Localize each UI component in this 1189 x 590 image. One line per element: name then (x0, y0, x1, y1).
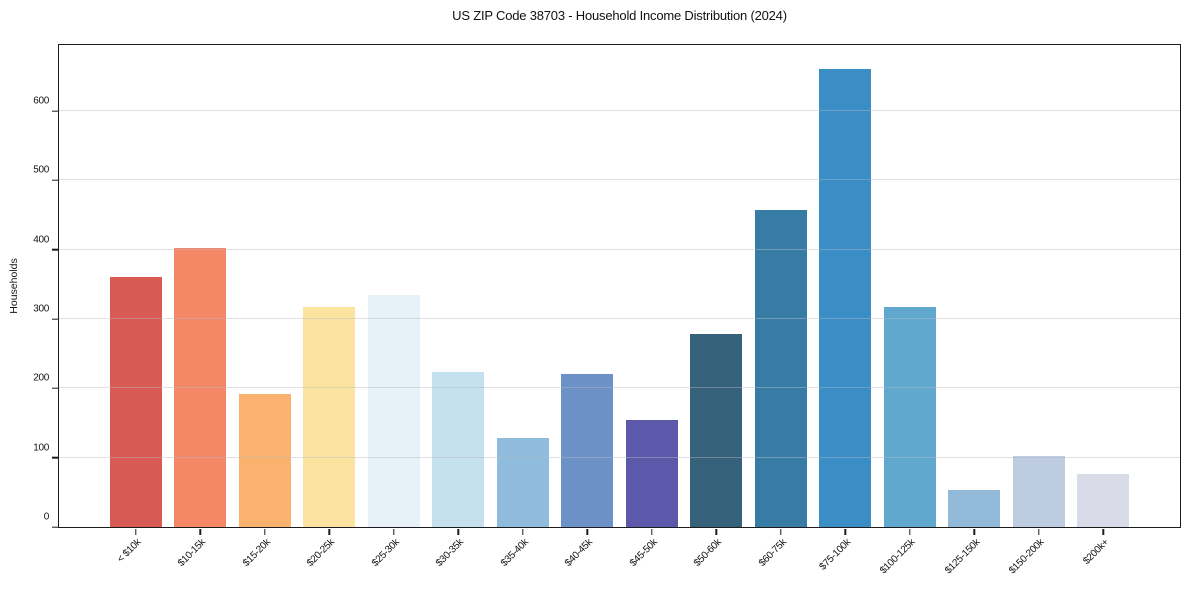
x-tick-label: $40-45k (563, 537, 596, 569)
bar-$125-150k (948, 489, 1001, 527)
y-tick-label: 600 (33, 95, 49, 107)
bar-$35-40k (496, 438, 549, 527)
x-tick-label: $100-125k (878, 537, 918, 577)
x-tick-mark (393, 529, 395, 535)
x-tick-mark (135, 529, 137, 535)
x-tick-label: $25-30k (369, 537, 402, 569)
x-tick-mark (328, 529, 330, 535)
x-tick-label: $20-25k (305, 537, 338, 569)
y-tick-mark (52, 318, 58, 320)
plot-area: 0 100 200 300 400 500 600 < $10k $10-15k $15-20k $… (33, 44, 1181, 576)
y-tick-mark (52, 526, 58, 528)
bar-$10-15k (174, 247, 227, 527)
bar-$30-35k (432, 371, 485, 527)
x-tick-mark (780, 529, 782, 535)
gridline-300 (59, 317, 1180, 319)
x-tick-label: $35-40k (498, 537, 531, 569)
bar-$100-125k (883, 307, 936, 527)
bar-$60-75k (754, 210, 807, 527)
x-tick-label: $50-60k (692, 537, 725, 569)
bar-$40-45k (561, 373, 614, 527)
x-tick-mark (1038, 529, 1040, 535)
x-tick-label: $125-150k (942, 537, 983, 577)
gridline-600 (59, 109, 1180, 111)
bar-$25-30k (367, 294, 420, 527)
gridline-500 (59, 179, 1180, 181)
y-tick-mark (52, 456, 58, 459)
gridline-200 (59, 387, 1180, 389)
gridline-100 (59, 456, 1180, 458)
x-tick-label: $150-200k (1007, 537, 1047, 577)
x-tick-mark (651, 529, 653, 535)
x-tick-label: $45-50k (627, 537, 660, 569)
x-tick-label: $200k+ (1081, 537, 1112, 567)
x-tick-mark (586, 529, 588, 535)
x-tick-label: < $10k (115, 537, 144, 565)
gridline-400 (59, 248, 1180, 250)
y-tick-mark (52, 179, 58, 181)
x-tick-label: $10-15k (176, 537, 209, 569)
y-tick-label: 200 (33, 372, 49, 384)
y-tick-mark (52, 387, 58, 389)
chart-title: US ZIP Code 38703 - Household Income Dis… (452, 8, 787, 23)
y-tick-mark (52, 110, 58, 112)
bar-$45-50k (625, 420, 678, 527)
x-tick-label: $75-100k (817, 537, 854, 573)
y-tick-mark (52, 248, 58, 251)
x-tick-mark (522, 529, 524, 535)
x-tick-mark (909, 529, 911, 535)
bar-$150-200k (1012, 455, 1065, 527)
y-tick-label: 500 (33, 164, 49, 176)
x-tick-mark (199, 529, 201, 535)
x-tick-mark (457, 529, 459, 535)
y-tick-label: 0 (43, 511, 50, 523)
x-tick-mark (715, 529, 717, 535)
y-tick-label: 100 (33, 442, 49, 454)
x-tick-label: $15-20k (240, 537, 273, 569)
x-tick-mark (844, 529, 846, 535)
x-tick-label: $60-75k (756, 537, 789, 569)
bar-$20-25k (303, 307, 356, 527)
x-tick-mark (1102, 529, 1104, 535)
bar-$50-60k (690, 334, 743, 527)
y-tick-label: 300 (33, 303, 49, 315)
bar-$15-20k (238, 393, 291, 527)
x-tick-label: $30-35k (434, 537, 467, 569)
y-axis-label: Households (8, 258, 20, 314)
x-tick-mark (264, 529, 266, 535)
bar-$200k+ (1077, 473, 1130, 527)
y-tick-label: 400 (33, 234, 49, 246)
bar-< $10k (109, 277, 162, 527)
bar-$75-100k (819, 69, 872, 527)
x-tick-mark (973, 529, 975, 535)
